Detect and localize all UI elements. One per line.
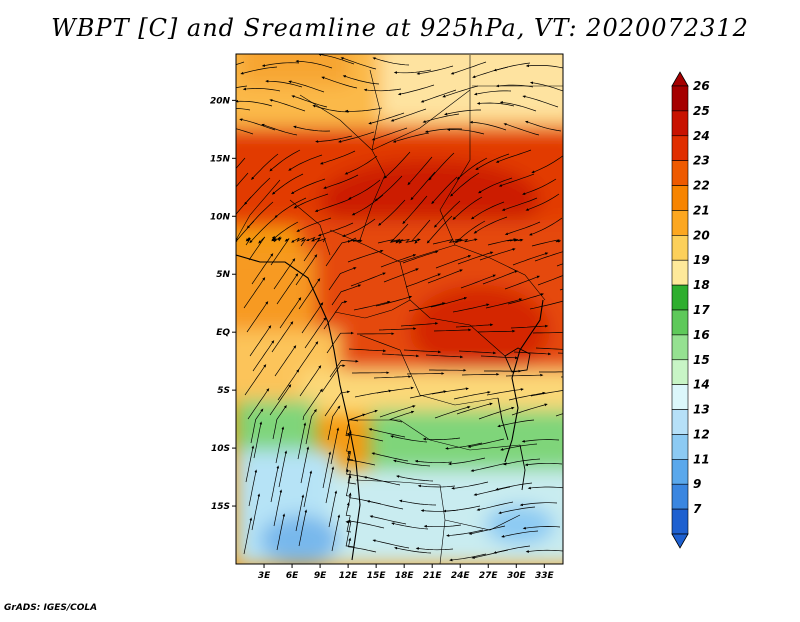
lon-tick-label: 27E	[479, 571, 499, 581]
colorbar-label: 18	[693, 278, 710, 292]
colorbar-label: 21	[693, 203, 710, 217]
lon-tick-label: 15E	[367, 571, 387, 581]
colorbar-swatch	[672, 459, 688, 484]
colorbar-swatch	[672, 260, 688, 285]
lon-tick-label: 9E	[314, 571, 327, 581]
colorbar-label: 17	[693, 303, 710, 317]
colorbar-label: 13	[693, 403, 710, 417]
lat-tick-label: EQ	[216, 328, 230, 338]
lon-tick-label: 6E	[286, 571, 299, 581]
colorbar-swatch	[672, 285, 688, 310]
colorbar-swatch	[672, 111, 688, 136]
colorbar-label: 23	[693, 154, 710, 168]
colorbar-swatch	[672, 136, 688, 161]
colorbar-swatch	[672, 210, 688, 235]
lat-tick-label: 10N	[210, 212, 231, 222]
streamline	[566, 327, 602, 329]
lon-tick-label: 24E	[451, 571, 471, 581]
lat-tick-label: 15N	[210, 154, 231, 164]
lat-tick-label: 20N	[210, 96, 231, 106]
colorbar: 26 25 24 23 22 21 20 19 18 17 16 15 14 13 12 11 9 7	[672, 72, 710, 548]
colorbar-swatch	[672, 235, 688, 260]
streamline	[563, 295, 598, 305]
colorbar-swatch	[672, 509, 688, 534]
colorbar-label: 24	[693, 129, 710, 143]
lat-tick-label: 5S	[217, 386, 230, 396]
field-cold-east	[485, 505, 555, 545]
colorbar-label: 9	[693, 477, 701, 491]
colorbar-label: 7	[693, 502, 702, 516]
colorbar-label: 19	[693, 253, 710, 267]
streamline	[560, 278, 594, 291]
colorbar-label: 25	[693, 104, 710, 118]
lon-tick-label: 21E	[423, 571, 443, 581]
colorbar-label: 15	[693, 353, 710, 367]
colorbar-swatch	[672, 385, 688, 410]
colorbar-label: 22	[693, 179, 710, 193]
longitude-axis: 3E 6E 9E 12E 15E 18E 21E 24E 27E 30E 33E	[258, 564, 555, 581]
streamline	[565, 240, 587, 243]
lat-tick-label: 5N	[216, 270, 230, 280]
colorbar-swatch	[672, 484, 688, 509]
colorbar-label: 16	[693, 328, 710, 342]
colorbar-swatch	[672, 186, 688, 211]
colorbar-label: 12	[693, 427, 710, 441]
colorbar-swatch	[672, 310, 688, 335]
lon-tick-label: 33E	[535, 571, 555, 581]
credit-label: GrADS: IGES/COLA	[4, 603, 97, 613]
streamline	[561, 376, 597, 377]
colorbar-top-arrow	[672, 72, 688, 86]
lon-tick-label: 30E	[507, 571, 527, 581]
lat-tick-label: 10S	[211, 444, 230, 454]
lat-tick-label: 15S	[211, 502, 230, 512]
colorbar-swatch	[672, 360, 688, 385]
field-northeast	[380, 40, 580, 120]
colorbar-bottom-arrow	[672, 534, 688, 548]
colorbar-swatch	[672, 410, 688, 435]
latitude-axis: 20N 15N 10N 5N EQ 5S 10S 15S	[210, 96, 236, 512]
colorbar-swatch	[672, 86, 688, 111]
colorbar-label: 20	[693, 228, 710, 242]
colorbar-swatch	[672, 161, 688, 186]
colorbar-label: 14	[693, 378, 710, 392]
colorbar-swatch	[672, 335, 688, 360]
streamline	[564, 387, 600, 392]
lon-tick-label: 3E	[258, 571, 271, 581]
lon-tick-label: 18E	[395, 571, 415, 581]
colorbar-label: 11	[693, 452, 710, 466]
lon-tick-label: 12E	[339, 571, 359, 581]
colorbar-swatch	[672, 434, 688, 459]
colorbar-label: 26	[693, 79, 710, 93]
